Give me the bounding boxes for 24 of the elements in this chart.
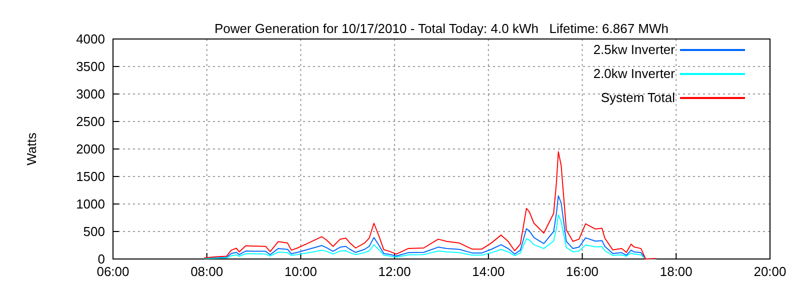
y-tick-label: 1000: [76, 196, 105, 212]
legend-label: 2.5kw Inverter: [593, 42, 676, 57]
y-tick-label: 3000: [76, 86, 105, 102]
chart-title: Power Generation for 10/17/2010 - Total Today: 4.0 kWh Lifetime: 6.867 MWh: [214, 21, 669, 36]
y-tick-label: 1500: [76, 169, 105, 184]
legend-label: 2.0kw Inverter: [593, 66, 676, 81]
y-axis-title: Watts: [24, 132, 39, 166]
x-tick-label: 10:00: [284, 264, 317, 279]
y-tick-label: 0: [98, 252, 105, 266]
x-tick-label: 08:00: [190, 264, 224, 279]
line-series: [204, 151, 657, 260]
x-tick-label: 20:00: [754, 264, 786, 279]
x-tick-label: 18:00: [660, 264, 692, 279]
y-tick-label: 2000: [76, 142, 105, 156]
x-tick-label: 12:00: [378, 264, 411, 279]
y-tick-label: 500: [83, 224, 105, 239]
line-series: [204, 214, 657, 260]
legend-label: System Total: [600, 90, 676, 105]
y-tick-label: 3500: [76, 59, 105, 74]
x-tick-label: 16:00: [566, 264, 599, 279]
y-tick-label: 2500: [76, 114, 105, 129]
y-tick-label: 4000: [76, 32, 105, 46]
x-tick-label: 14:00: [472, 264, 505, 279]
x-tick-label: 06:00: [96, 264, 130, 279]
